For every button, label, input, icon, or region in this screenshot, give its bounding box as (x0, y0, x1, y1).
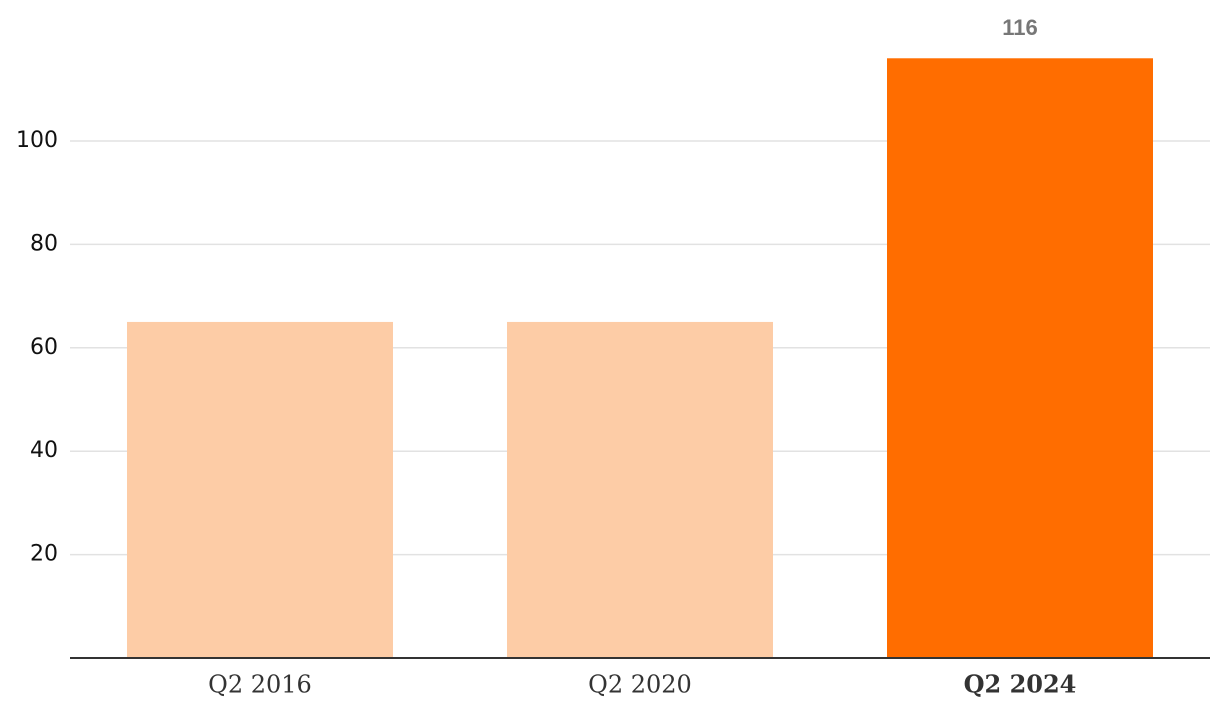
y-tick-label: 100 (16, 128, 58, 153)
y-tick-label: 40 (30, 438, 58, 463)
x-tick-label: Q2 2024 (964, 670, 1077, 699)
x-tick-label: Q2 2020 (588, 671, 692, 699)
y-tick-label: 20 (30, 542, 58, 567)
bar (507, 321, 773, 658)
bar (887, 58, 1153, 658)
y-tick-label: 80 (30, 231, 58, 256)
bar (127, 321, 393, 658)
value-label: 116 (1002, 15, 1038, 40)
x-tick-label: Q2 2016 (208, 671, 312, 699)
y-tick-label: 60 (30, 335, 58, 360)
